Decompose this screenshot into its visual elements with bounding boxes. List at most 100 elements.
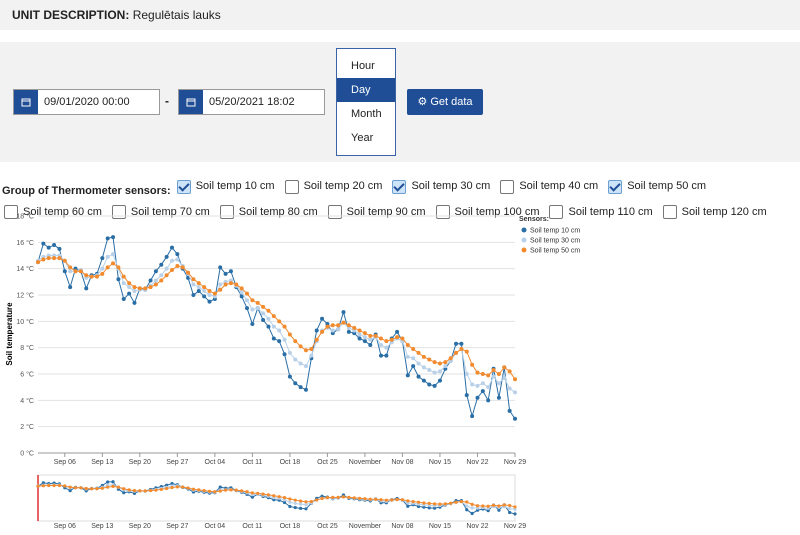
nav-line-point (202, 489, 206, 493)
sensor-checkbox[interactable]: Soil temp 30 cm (390, 176, 490, 197)
sensor-checkbox[interactable]: Soil temp 110 cm (547, 202, 653, 223)
nav-line-point (406, 499, 410, 503)
line-point (266, 316, 271, 321)
nav-line-point (390, 498, 394, 502)
line-point (207, 293, 212, 297)
nav-line-point (229, 488, 233, 492)
line-point (111, 261, 116, 266)
sensor-checkbox[interactable]: Soil temp 10 cm (175, 176, 275, 197)
interval-option[interactable]: Hour (351, 60, 375, 72)
nav-line-point (422, 505, 426, 509)
line-point (186, 270, 191, 275)
line-point (368, 337, 373, 342)
line-point (250, 321, 255, 326)
sensor-checkbox[interactable]: Soil temp 50 cm (606, 176, 706, 197)
nav-line-point (234, 488, 238, 492)
date-from[interactable]: 09/01/2020 00:00 (13, 89, 160, 115)
line-point (41, 241, 46, 246)
line-point (475, 370, 480, 375)
line-point (100, 256, 105, 261)
sensor-checkbox[interactable]: Soil temp 60 cm (2, 202, 102, 223)
interval-option[interactable]: Month (351, 108, 382, 120)
line-point (293, 381, 298, 386)
line-point (384, 353, 389, 358)
nav-line-point (513, 505, 517, 509)
nav-tick-label: Nov 22 (466, 523, 488, 530)
line-point (207, 299, 212, 304)
nav-line-point (250, 491, 254, 495)
line-point (255, 300, 260, 305)
nav-line-point (122, 491, 126, 495)
line-point (352, 325, 357, 330)
nav-tick-label: Sep 13 (91, 523, 113, 530)
nav-line-point (304, 503, 308, 507)
line-point (287, 350, 292, 355)
line-point (303, 348, 308, 353)
interval-option[interactable]: Year (351, 132, 374, 144)
line-point (432, 360, 437, 365)
x-tick-label: Oct 04 (205, 459, 226, 466)
checkbox-label: Soil temp 100 cm (454, 205, 540, 218)
nav-tick-label: Sep 27 (166, 523, 188, 530)
sensor-checkbox[interactable]: Soil temp 20 cm (283, 176, 382, 197)
line-point (421, 378, 426, 383)
line-point (357, 328, 362, 333)
nav-line-point (491, 503, 496, 507)
checkbox-box (392, 179, 407, 194)
line-point (368, 343, 373, 348)
line-point (395, 335, 400, 340)
line-point (271, 336, 276, 341)
nav-tick-label: Oct 25 (317, 523, 338, 530)
line-point (202, 285, 207, 290)
nav-line-point (111, 484, 115, 488)
line-point (41, 257, 46, 262)
nav-line-point (481, 504, 485, 508)
checkbox-box (662, 205, 677, 219)
line-point (239, 286, 244, 291)
line-point (164, 273, 169, 278)
line (37, 257, 516, 380)
sensor-checkbox[interactable]: Soil temp 120 cm (661, 202, 767, 223)
nav-line-point (288, 504, 292, 509)
y-tick-label: 6 °C (20, 371, 34, 379)
nav-line-point (341, 495, 346, 499)
date-to[interactable]: 05/20/2021 18:02 (178, 89, 325, 115)
line-point (169, 267, 174, 272)
nav-line-point (84, 486, 88, 491)
interval-option[interactable]: Day (337, 78, 395, 102)
nav-line-point (293, 501, 297, 506)
line-point (496, 372, 501, 376)
controls-panel: 09/01/2020 00:00 - 05/20/2021 18:02 Hour… (0, 42, 800, 162)
get-data-button[interactable]: ⚙ Get data (407, 89, 483, 115)
line-point (89, 274, 94, 279)
line-point (464, 393, 469, 398)
line-point (309, 353, 314, 358)
line-point (480, 389, 485, 394)
nav-line-point (352, 496, 356, 500)
y-tick-label: 12 °C (16, 292, 34, 300)
nav-line-point (486, 504, 490, 508)
line-point (470, 382, 475, 387)
nav-line-point (427, 506, 431, 510)
line-point (416, 374, 421, 379)
nav-tick-label: Nov 29 (504, 523, 526, 530)
nav-line-point (475, 506, 480, 510)
nav-line-point (406, 504, 410, 508)
line-point (105, 265, 110, 270)
nav-line-point (304, 507, 308, 511)
line-point (314, 328, 319, 333)
sensor-checkbox[interactable]: Soil temp 40 cm (498, 176, 598, 197)
line-point (261, 318, 266, 323)
line-point (202, 289, 207, 294)
sensor-group-label: Group of Thermometer sensors: (2, 184, 171, 197)
nav-line-point (465, 508, 469, 512)
x-tick-label: Sep 06 (54, 459, 76, 466)
nav-line-point (41, 484, 45, 488)
line-point (191, 282, 196, 287)
line-point (223, 282, 228, 287)
line-point (384, 345, 389, 350)
line-point (502, 375, 507, 380)
line-point (245, 291, 250, 296)
date-text: 09/01/2020 00:00 (44, 96, 130, 108)
nav-line-point (154, 488, 158, 492)
